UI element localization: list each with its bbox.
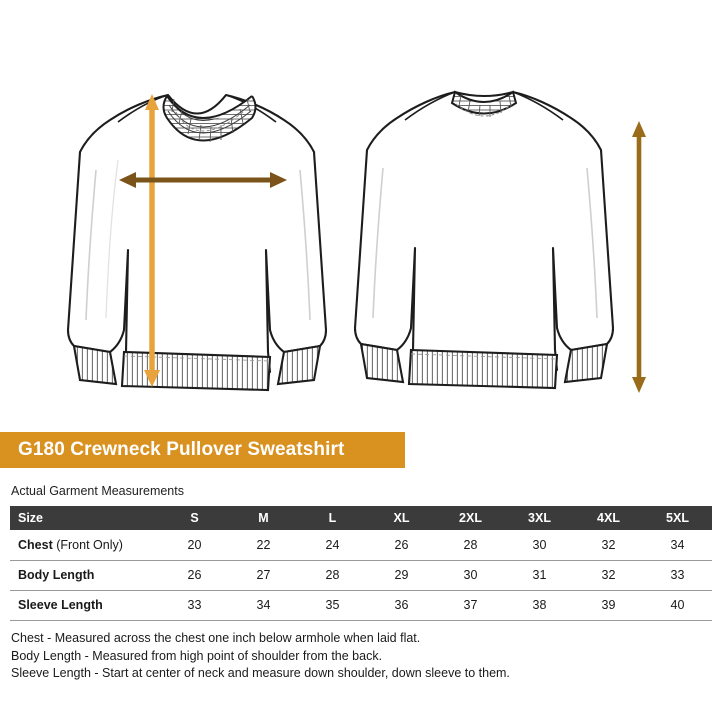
column-header-l: L	[328, 511, 337, 525]
note-sleeve-length: Sleeve Length - Start at center of neck …	[11, 666, 510, 680]
cell-body-length-l: 28	[325, 568, 340, 582]
cell-chest-m: 22	[256, 537, 271, 552]
front-hem-rib	[120, 350, 272, 392]
body-length-measure-arrow	[144, 94, 160, 387]
back-hem-rib	[407, 348, 559, 390]
table-row: Chest (Front Only) 20 22 24 26 28 30 32 …	[10, 530, 712, 560]
back-left-cuff	[359, 342, 405, 384]
back-view-group	[353, 90, 646, 393]
subtitle-label: Actual Garment Measurements	[11, 484, 184, 498]
cell-chest-s: 20	[187, 537, 202, 552]
garment-illustrations	[66, 90, 646, 393]
front-left-cuff	[72, 344, 118, 386]
cell-body-length-5xl: 33	[670, 568, 685, 582]
cell-sleeve-length-3xl: 38	[532, 598, 547, 612]
column-header-size: Size	[18, 511, 44, 525]
row-label-chest-light: (Front Only)	[52, 537, 123, 552]
front-view-group	[66, 93, 328, 392]
title-banner: G180 Crewneck Pullover Sweatshirt	[0, 432, 405, 468]
table-header-row: Size S M L XL 2XL 3XL 4XL 5XL	[10, 506, 712, 530]
cell-sleeve-length-s: 33	[187, 598, 202, 612]
cell-sleeve-length-xl: 36	[394, 598, 409, 612]
row-label-body-length-strong: Body Length	[18, 568, 95, 582]
column-header-2xl: 2XL	[459, 511, 482, 525]
row-label-chest: Chest (Front Only)	[10, 530, 160, 560]
note-body-length: Body Length - Measured from high point o…	[11, 648, 383, 663]
table-row: Body Length 26 27 28 29 30 31 32 33	[10, 560, 712, 590]
cell-body-length-xl: 29	[394, 568, 409, 582]
row-label-body-length: Body Length	[10, 560, 160, 590]
cell-sleeve-length-l: 35	[325, 598, 340, 612]
row-label-sleeve-length-strong: Sleeve Length	[18, 598, 103, 612]
back-right-cuff	[563, 342, 609, 384]
page-title: G180 Crewneck Pullover Sweatshirt	[18, 439, 345, 460]
cell-chest-4xl: 32	[601, 537, 616, 552]
table-row: Sleeve Length 33 34 35 36 37 38 39 40	[10, 590, 712, 620]
body-length-back-measure-arrow	[632, 121, 646, 393]
cell-sleeve-length-5xl: 40	[670, 598, 685, 612]
measurements-table: Size S M L XL 2XL 3XL 4XL 5XL Chest (Fro…	[10, 506, 712, 621]
cell-sleeve-length-2xl: 37	[463, 598, 478, 612]
column-header-xl: XL	[393, 511, 410, 525]
cell-chest-5xl: 34	[670, 537, 685, 552]
column-header-3xl: 3XL	[528, 511, 551, 525]
cell-chest-3xl: 30	[532, 537, 547, 552]
row-label-sleeve-length: Sleeve Length	[10, 590, 160, 620]
front-collar-rib	[162, 95, 257, 143]
row-label-chest-strong: Chest	[18, 537, 53, 552]
column-header-4xl: 4XL	[597, 511, 620, 525]
column-header-m: M	[258, 511, 269, 525]
cell-body-length-m: 27	[256, 568, 271, 582]
cell-body-length-s: 26	[187, 568, 202, 582]
cell-sleeve-length-m: 34	[256, 598, 271, 612]
front-right-cuff	[276, 344, 322, 386]
cell-body-length-2xl: 30	[463, 568, 478, 582]
cell-body-length-4xl: 32	[601, 568, 616, 582]
cell-chest-l: 24	[325, 537, 340, 552]
cell-chest-2xl: 28	[463, 537, 478, 552]
cell-body-length-3xl: 31	[532, 568, 547, 582]
cell-chest-xl: 26	[394, 537, 409, 552]
column-header-5xl: 5XL	[666, 511, 689, 525]
cell-sleeve-length-4xl: 39	[601, 598, 616, 612]
note-chest: Chest - Measured across the chest one in…	[11, 631, 421, 645]
column-header-s: S	[190, 511, 199, 525]
measurement-notes: Chest - Measured across the chest one in…	[11, 630, 711, 683]
chest-measure-arrow	[119, 172, 287, 188]
